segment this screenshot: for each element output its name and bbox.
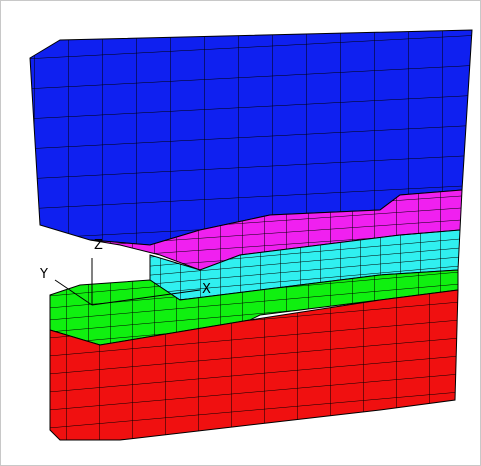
viewport: Z Y X: [0, 0, 481, 466]
x-axis-label: X: [202, 282, 211, 297]
mesh-view: Z Y X: [0, 0, 481, 466]
z-axis-label: Z: [94, 238, 103, 253]
y-axis-label: Y: [39, 267, 48, 282]
